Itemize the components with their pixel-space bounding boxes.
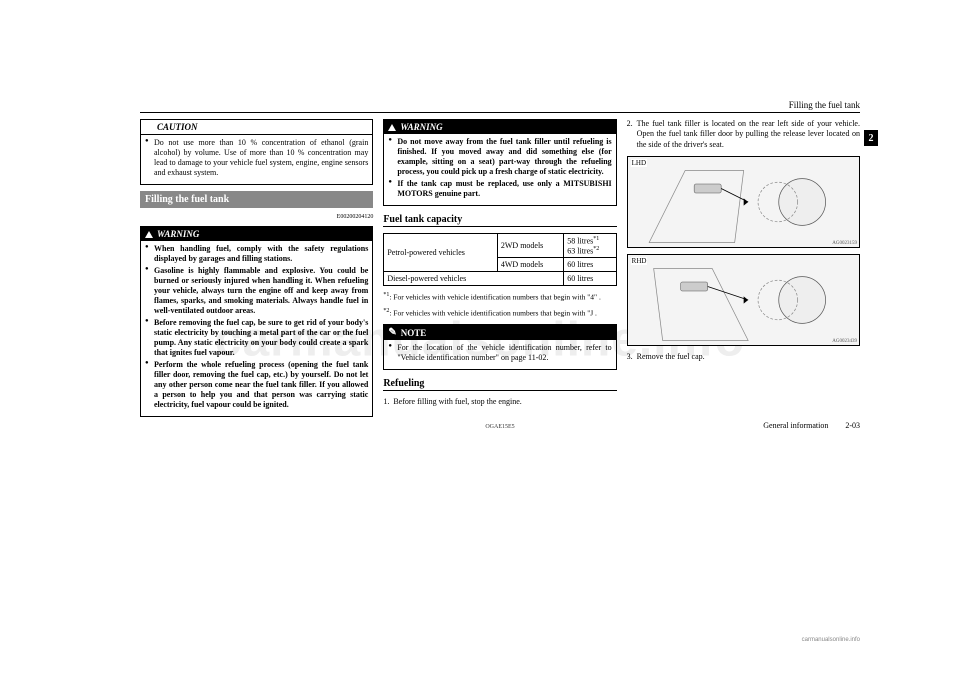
rhd-label: RHD: [631, 257, 648, 265]
refueling-heading: Refueling: [383, 378, 616, 391]
warning-triangle-icon: [145, 231, 153, 238]
footnote-2: *2: For vehicles with vehicle identifica…: [383, 308, 616, 318]
section-heading-bar: Filling the fuel tank: [140, 191, 373, 208]
val1: 58 litres: [567, 237, 593, 246]
lhd-svg: [628, 157, 859, 247]
warning-box-1: WARNING When handling fuel, comply with …: [140, 226, 373, 417]
sup1: *1: [593, 236, 599, 242]
illustration-lhd: LHD AG0023159: [627, 156, 860, 248]
caution-box: CAUTION Do not use more than 10 % concen…: [140, 119, 373, 185]
caution-body: Do not use more than 10 % concentration …: [141, 135, 372, 184]
columns: CAUTION Do not use more than 10 % concen…: [140, 119, 860, 417]
note-body: For the location of the vehicle identifi…: [384, 340, 615, 369]
footer: OGAE15E5 General information 2-03: [140, 421, 860, 430]
footer-section: General information: [763, 421, 828, 430]
step-2-num: 2.: [627, 119, 633, 150]
warning1-body: When handling fuel, comply with the safe…: [141, 241, 372, 416]
step-2: 2. The fuel tank filler is located on th…: [627, 119, 860, 150]
rhd-id: AG0023439: [832, 339, 857, 344]
cell-diesel-val: 60 litres: [564, 272, 616, 286]
val2: 63 litres: [567, 246, 593, 255]
caution-title: CAUTION: [157, 122, 198, 132]
warning1-item: When handling fuel, comply with the safe…: [145, 244, 368, 264]
lhd-label: LHD: [631, 159, 647, 167]
step-1: 1. Before filling with fuel, stop the en…: [383, 397, 616, 407]
cell-2wd-val: 58 litres*1 63 litres*2: [564, 234, 616, 258]
warning1-item: Perform the whole refueling process (ope…: [145, 360, 368, 410]
cell-2wd: 2WD models: [497, 234, 563, 258]
warning2-title: WARNING: [400, 122, 442, 132]
foot1-text: : For vehicles with vehicle identificati…: [389, 293, 601, 302]
warning-triangle-icon: [145, 124, 153, 131]
sup2: *2: [593, 246, 599, 252]
warning1-header: WARNING: [141, 227, 372, 241]
warning-triangle-icon: [388, 124, 396, 131]
rhd-svg: [628, 255, 859, 345]
footnote-1: *1: For vehicles with vehicle identifica…: [383, 292, 616, 302]
source-url: carmanualsonline.info: [802, 637, 860, 643]
header-rule: [140, 112, 860, 113]
table-row: Diesel-powered vehicles 60 litres: [384, 272, 616, 286]
step-2-text: The fuel tank filler is located on the r…: [637, 119, 860, 150]
warning2-body: Do not move away from the fuel tank fill…: [384, 134, 615, 205]
warning2-header: WARNING: [384, 120, 615, 134]
column-3: 2. The fuel tank filler is located on th…: [627, 119, 860, 417]
caution-item: Do not use more than 10 % concentration …: [145, 138, 368, 178]
caution-header: CAUTION: [141, 120, 372, 135]
table-row: Petrol-powered vehicles 2WD models 58 li…: [384, 234, 616, 258]
note-icon: ✎: [388, 327, 396, 338]
warning2-item: Do not move away from the fuel tank fill…: [388, 137, 611, 177]
footer-code: OGAE15E5: [485, 424, 514, 430]
step-3-text: Remove the fuel cap.: [637, 352, 705, 362]
step-1-text: Before filling with fuel, stop the engin…: [393, 397, 521, 407]
note-box: ✎ NOTE For the location of the vehicle i…: [383, 324, 616, 370]
capacity-heading: Fuel tank capacity: [383, 214, 616, 227]
warning2-item: If the tank cap must be replaced, use on…: [388, 179, 611, 199]
cell-petrol-label: Petrol-powered vehicles: [384, 234, 498, 272]
note-title: NOTE: [401, 328, 427, 338]
step-3-num: 3.: [627, 352, 633, 362]
page-tab: 2: [864, 130, 878, 146]
column-2: WARNING Do not move away from the fuel t…: [383, 119, 616, 417]
page: Filling the fuel tank 2 CAUTION Do not u…: [140, 100, 860, 629]
running-header: Filling the fuel tank: [140, 100, 860, 110]
capacity-table: Petrol-powered vehicles 2WD models 58 li…: [383, 233, 616, 286]
note-header: ✎ NOTE: [384, 325, 615, 340]
column-1: CAUTION Do not use more than 10 % concen…: [140, 119, 373, 417]
warning1-item: Before removing the fuel cap, be sure to…: [145, 318, 368, 358]
step-3: 3. Remove the fuel cap.: [627, 352, 860, 362]
warning-box-2: WARNING Do not move away from the fuel t…: [383, 119, 616, 206]
warning1-title: WARNING: [157, 229, 199, 239]
cell-4wd-val: 60 litres: [564, 258, 616, 272]
cell-4wd: 4WD models: [497, 258, 563, 272]
cell-diesel-label: Diesel-powered vehicles: [384, 272, 564, 286]
step-1-num: 1.: [383, 397, 389, 407]
lhd-id: AG0023159: [832, 241, 857, 246]
illustration-rhd: RHD AG0023439: [627, 254, 860, 346]
footer-right: General information 2-03: [763, 421, 860, 430]
warning1-item: Gasoline is highly flammable and explosi…: [145, 266, 368, 316]
foot2-text: : For vehicles with vehicle identificati…: [389, 309, 597, 318]
note-item: For the location of the vehicle identifi…: [388, 343, 611, 363]
footer-page: 2-03: [845, 421, 860, 430]
section-ref: E00200204120: [140, 214, 373, 220]
